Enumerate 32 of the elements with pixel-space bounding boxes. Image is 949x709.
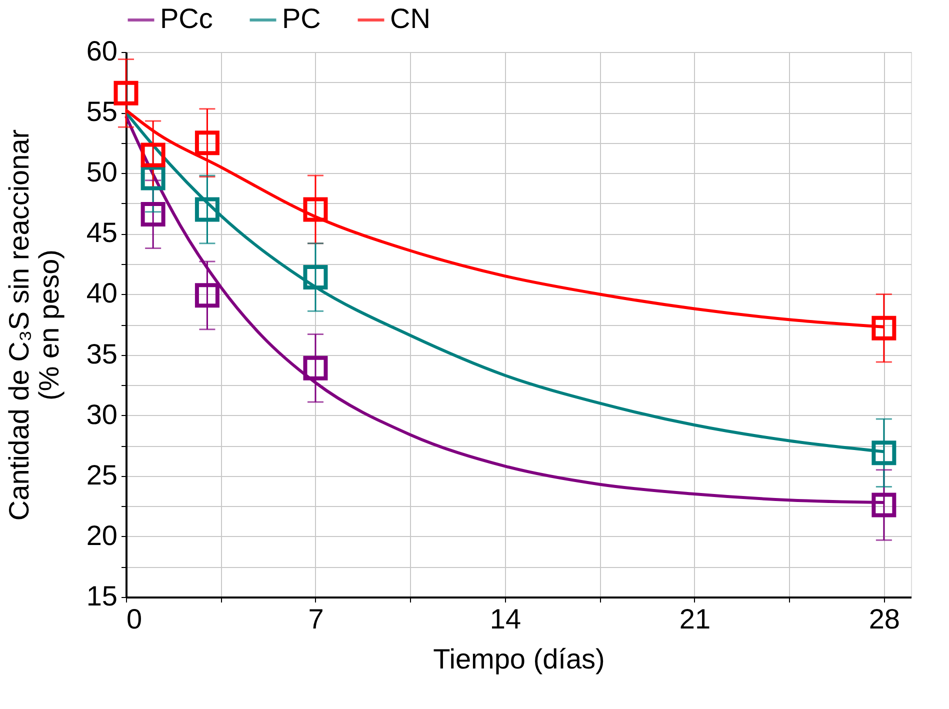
legend-label: CN xyxy=(390,3,430,34)
point xyxy=(872,492,896,518)
x-axis-title: Tiempo (días) xyxy=(433,644,605,674)
point xyxy=(303,265,328,290)
y-tick-label: 50 xyxy=(86,156,118,188)
x-tick-label: 0 xyxy=(126,604,142,634)
point xyxy=(194,283,220,308)
y-tick-label: 25 xyxy=(86,459,118,490)
y-tick-label: 40 xyxy=(86,278,118,309)
x-tick-label: 21 xyxy=(679,604,711,634)
legend-label: PCc xyxy=(160,3,213,34)
x-tick-label: 28 xyxy=(868,604,900,634)
y-tick-label: 45 xyxy=(86,217,118,248)
point xyxy=(872,440,896,466)
y-tick-label: 35 xyxy=(86,338,118,370)
point xyxy=(140,142,166,168)
y-axis-title: Cantidad de C₃S sin reaccionar (% en peso) xyxy=(3,129,64,521)
y-tick-label: 20 xyxy=(86,520,118,551)
point xyxy=(194,130,220,156)
point xyxy=(303,197,328,222)
y-tick-label: 30 xyxy=(86,398,118,430)
point xyxy=(194,197,220,222)
y-tick-label: 15 xyxy=(86,580,118,612)
point xyxy=(303,356,328,380)
y-tick-label: 55 xyxy=(86,96,118,128)
x-tick-label: 7 xyxy=(308,604,324,634)
point xyxy=(872,316,896,340)
y-tick-label: 60 xyxy=(86,36,118,66)
x-tick-label: 14 xyxy=(490,604,522,634)
point xyxy=(140,202,166,227)
legend-label: PC xyxy=(282,3,321,34)
point xyxy=(140,166,166,190)
